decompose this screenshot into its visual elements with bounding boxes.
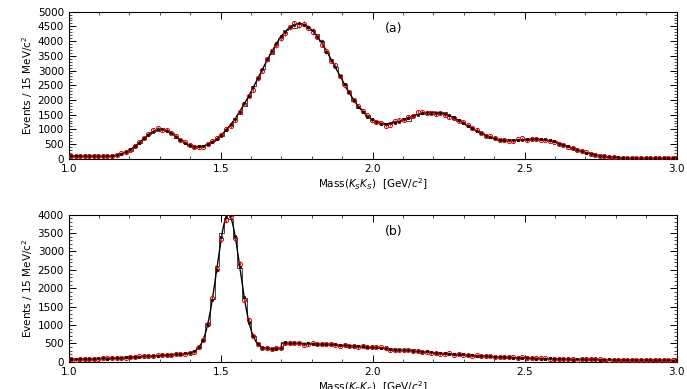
Text: (a): (a) bbox=[385, 22, 403, 35]
Y-axis label: Events / 15 MeV/c$^2$: Events / 15 MeV/c$^2$ bbox=[20, 35, 35, 135]
Y-axis label: Events / 15 MeV/c$^2$: Events / 15 MeV/c$^2$ bbox=[20, 238, 35, 338]
X-axis label: Mass($K_S$$K_S$)  [GeV/$c^2$]: Mass($K_S$$K_S$) [GeV/$c^2$] bbox=[318, 176, 427, 192]
X-axis label: Mass($K_S$$K_S$)  [GeV/$c^2$]: Mass($K_S$$K_S$) [GeV/$c^2$] bbox=[318, 379, 427, 389]
Text: (b): (b) bbox=[385, 225, 403, 238]
